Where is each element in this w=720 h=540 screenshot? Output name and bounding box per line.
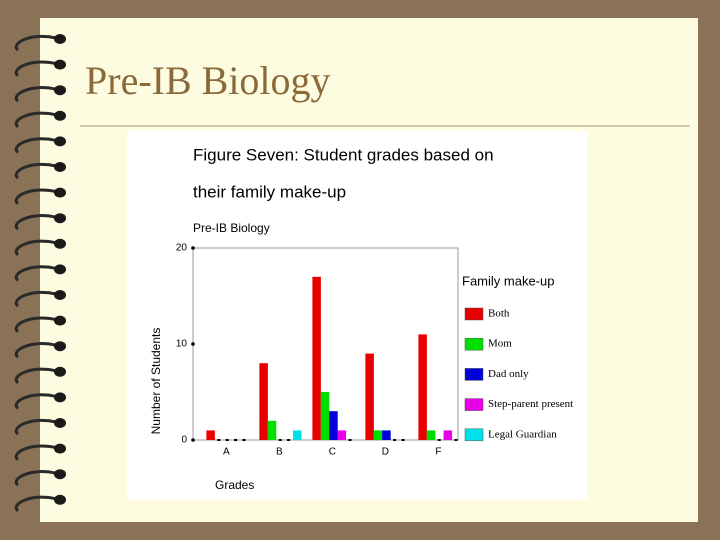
- ring-hole: [54, 187, 66, 198]
- ring-hole: [54, 469, 66, 480]
- ring-wire: [14, 444, 57, 461]
- ring-wire: [14, 470, 57, 487]
- ring-hole: [54, 443, 66, 454]
- ring-wire: [14, 265, 57, 282]
- bar: [292, 430, 302, 440]
- ring-hole: [54, 418, 66, 428]
- bar: [242, 439, 246, 441]
- ring-hole: [54, 392, 66, 403]
- ring-hole: [54, 213, 66, 224]
- bar: [234, 439, 238, 441]
- legend-swatch: [464, 368, 484, 381]
- ring-hole: [54, 290, 66, 300]
- bar: [287, 439, 291, 441]
- x-axis-label: Grades: [215, 478, 254, 492]
- bar: [337, 430, 347, 440]
- y-axis-label: Number of Students: [149, 328, 163, 435]
- bar: [267, 420, 277, 440]
- legend-label: Legal Guardian: [488, 428, 557, 440]
- x-tick-label: C: [329, 447, 336, 458]
- bar: [393, 439, 397, 441]
- legend-label: Step-parent present: [488, 398, 573, 410]
- ring-wire: [14, 111, 57, 128]
- x-tick-label: A: [223, 447, 230, 458]
- bar: [426, 430, 436, 440]
- bar: [329, 411, 338, 440]
- x-tick-label: B: [276, 447, 283, 458]
- bar: [373, 430, 383, 440]
- bar: [443, 430, 453, 440]
- y-tick-mark: [191, 342, 195, 346]
- bar: [259, 363, 268, 440]
- bar: [320, 392, 330, 440]
- ring-hole: [54, 238, 66, 249]
- legend-title: Family make-up: [462, 273, 554, 288]
- bar: [278, 439, 282, 441]
- ring-wire: [14, 393, 57, 410]
- ring-wire: [14, 60, 57, 77]
- bar: [382, 430, 391, 440]
- bar: [217, 439, 221, 441]
- y-tick-label: 20: [176, 243, 188, 254]
- ring-wire: [14, 137, 57, 154]
- legend-swatch: [464, 337, 484, 351]
- ring-wire: [14, 367, 57, 384]
- bar: [206, 430, 215, 440]
- y-tick-mark: [191, 438, 195, 442]
- ring-wire: [14, 291, 57, 308]
- ring-wire: [14, 86, 57, 103]
- spiral-binding: [14, 34, 66, 512]
- ring-hole: [54, 366, 66, 377]
- ring-wire: [14, 316, 57, 333]
- bar: [365, 353, 374, 440]
- x-tick-label: F: [435, 447, 441, 458]
- ring-wire: [14, 419, 57, 436]
- ring-hole: [54, 34, 66, 44]
- y-tick-label: 0: [181, 435, 187, 446]
- bar: [312, 276, 321, 440]
- ring-wire: [14, 239, 57, 256]
- ring-hole: [54, 110, 66, 121]
- ring-wire: [14, 342, 57, 359]
- chart-title: Figure Seven: Student grades based on: [193, 145, 494, 164]
- legend-swatch: [464, 307, 484, 321]
- legend-label: Mom: [488, 338, 512, 350]
- bar: [437, 439, 441, 441]
- y-tick-mark: [191, 246, 195, 250]
- ring-hole: [54, 341, 66, 352]
- ring-hole: [54, 162, 66, 172]
- bar: [418, 334, 427, 440]
- chart-subtitle: Pre-IB Biology: [193, 221, 270, 235]
- x-tick-label: D: [382, 447, 389, 458]
- y-tick-label: 10: [176, 339, 188, 350]
- ring-wire: [14, 214, 57, 231]
- ring-hole: [54, 264, 66, 275]
- ring-hole: [54, 59, 66, 70]
- ring-hole: [54, 315, 66, 326]
- ring-wire: [14, 495, 57, 512]
- legend-label: Both: [488, 308, 510, 320]
- bar: [454, 439, 458, 441]
- legend-label: Dad only: [488, 368, 529, 380]
- ring-wire: [14, 188, 57, 205]
- bar: [225, 439, 229, 441]
- ring-hole: [54, 85, 66, 96]
- legend-swatch: [464, 428, 484, 442]
- ring-wire: [14, 163, 57, 180]
- ring-hole: [54, 136, 66, 147]
- bar: [348, 439, 352, 441]
- chart-title: their family make-up: [193, 182, 346, 201]
- ring-hole: [54, 494, 66, 505]
- legend-swatch: [464, 398, 484, 411]
- bar: [401, 439, 405, 441]
- ring-wire: [14, 35, 57, 52]
- slide-title: Pre-IB Biology: [85, 58, 331, 103]
